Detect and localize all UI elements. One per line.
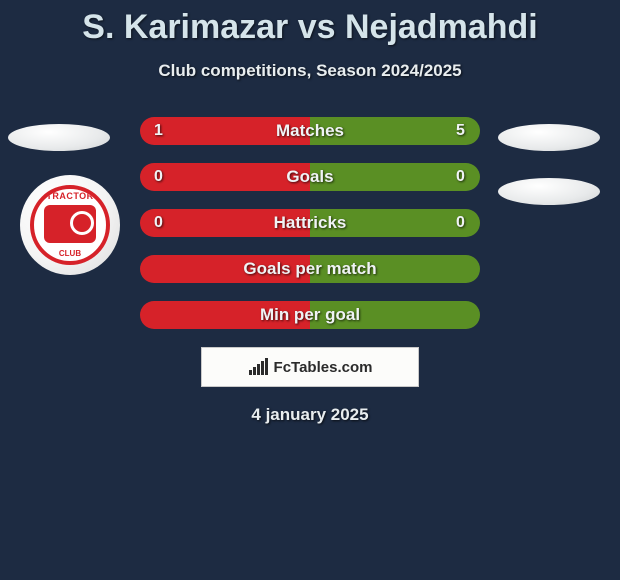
decorative-ellipse xyxy=(8,124,110,151)
value-left: 1 xyxy=(154,122,163,140)
bar-left xyxy=(140,163,310,191)
value-left: 0 xyxy=(154,168,163,186)
date-label: 4 january 2025 xyxy=(0,405,620,425)
value-right: 0 xyxy=(456,168,465,186)
club-badge-wheel xyxy=(70,211,94,235)
bar-right xyxy=(310,163,480,191)
row-label: Hattricks xyxy=(274,213,347,233)
row-label: Min per goal xyxy=(260,305,360,325)
club-badge-inner: TRACTOR CLUB xyxy=(30,185,110,265)
subtitle: Club competitions, Season 2024/2025 xyxy=(0,61,620,81)
decorative-ellipse xyxy=(498,124,600,151)
row-label: Goals xyxy=(286,167,333,187)
value-left: 0 xyxy=(154,214,163,232)
value-right: 5 xyxy=(456,122,465,140)
row-label: Goals per match xyxy=(243,259,376,279)
club-badge-left: TRACTOR CLUB xyxy=(20,175,120,275)
attribution-box: FcTables.com xyxy=(201,347,419,387)
comparison-row: Min per goal xyxy=(0,301,620,329)
club-badge-bottom-text: CLUB xyxy=(34,249,106,258)
bars-icon xyxy=(248,358,270,376)
club-badge-top-text: TRACTOR xyxy=(34,191,106,201)
row-label: Matches xyxy=(276,121,344,141)
value-right: 0 xyxy=(456,214,465,232)
page-title: S. Karimazar vs Nejadmahdi xyxy=(0,0,620,47)
attribution-text: FcTables.com xyxy=(274,359,373,376)
decorative-ellipse xyxy=(498,178,600,205)
